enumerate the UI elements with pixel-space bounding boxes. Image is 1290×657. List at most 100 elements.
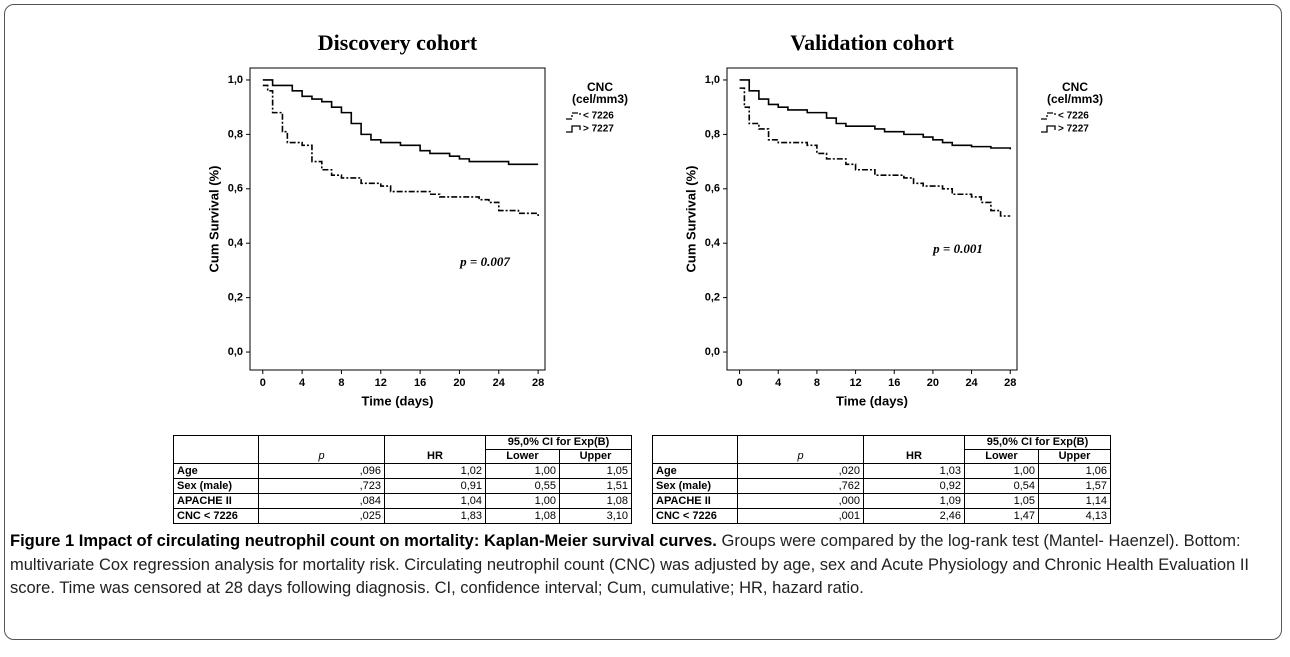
legend-swatch — [566, 125, 581, 133]
chart-title: Validation cohort — [790, 30, 954, 55]
x-tick-label: 0 — [737, 377, 743, 389]
header-cell: p — [737, 435, 864, 464]
table-row: APACHE II ,000 1,09 1,05 1,14 — [652, 493, 1111, 509]
caption: Figure 1 Impact of circulating neutrophi… — [10, 530, 1272, 601]
y-axis-label: Cum Survival (%) — [683, 166, 698, 273]
legend-label: > 7227 — [583, 124, 614, 135]
chart-title: Discovery cohort — [318, 30, 478, 55]
table-cell: ,020 — [737, 463, 864, 479]
legend-swatch — [1041, 112, 1056, 120]
row-label: APACHE II — [652, 493, 738, 509]
table-row: Age ,096 1,02 1,00 1,05 — [173, 463, 632, 479]
header-cell: Upper — [559, 449, 632, 464]
table-cell: 1,06 — [1038, 463, 1111, 479]
header-cell: Lower — [485, 449, 560, 464]
y-tick-label: 0,6 — [228, 183, 243, 195]
table-cell: 1,14 — [1038, 493, 1111, 509]
table-cell: ,000 — [737, 493, 864, 509]
table-cell: ,084 — [258, 493, 385, 509]
x-axis-label: Time (days) — [836, 393, 908, 408]
x-tick-label: 8 — [814, 377, 820, 389]
survival-curve — [262, 84, 539, 217]
table-cell: 1,83 — [384, 508, 486, 524]
legend-title: (cel/mm3) — [1047, 92, 1103, 106]
table-cell: 1,09 — [863, 493, 965, 509]
table-cell: 1,02 — [384, 463, 486, 479]
table-cell: 1,05 — [559, 463, 632, 479]
table-cell: 1,47 — [964, 508, 1039, 524]
caption-label: Figure 1 Impact of circulating neutrophi… — [10, 532, 717, 550]
row-label: Age — [652, 463, 738, 479]
table-row: Age ,020 1,03 1,00 1,06 — [652, 463, 1111, 479]
table-cell: 1,00 — [964, 463, 1039, 479]
x-tick-label: 0 — [260, 377, 266, 389]
table-cell: ,762 — [737, 478, 864, 494]
row-label: Sex (male) — [652, 478, 738, 494]
header-cell: HR — [384, 435, 486, 464]
table-cell: 1,00 — [485, 493, 560, 509]
y-axis-label: Cum Survival (%) — [206, 166, 221, 273]
table-row: CNC < 7226,001 2,46 1,47 4,13 — [652, 508, 1111, 524]
survival-curve — [739, 87, 1011, 217]
row-label: Age — [173, 463, 259, 479]
cox-table: p HR 95,0% CI for Exp(B) Lower Upper Age ,096 1… — [173, 435, 632, 524]
table-row: Sex (male) ,723 0,91 0,55 1,51 — [173, 478, 632, 494]
legend-title: CNC — [587, 80, 613, 94]
y-tick-label: 0,4 — [228, 237, 244, 249]
survival-curve — [739, 79, 1012, 150]
y-tick-label: 0,6 — [705, 183, 720, 195]
table-cell: 0,54 — [964, 478, 1039, 494]
header-group: 95,0% CI for Exp(B) — [485, 435, 632, 450]
annotation: p = 0.001 — [932, 241, 983, 256]
y-tick-label: 0,0 — [228, 346, 243, 358]
x-axis-label: Time (days) — [361, 393, 433, 408]
y-tick-label: 0,2 — [228, 292, 243, 304]
x-tick-label: 28 — [1004, 377, 1016, 389]
header-cell: p — [258, 435, 385, 464]
table-cell: 1,04 — [384, 493, 486, 509]
header-group: 95,0% CI for Exp(B) — [964, 435, 1111, 450]
row-label: APACHE II — [173, 493, 259, 509]
x-tick-label: 4 — [299, 377, 306, 389]
legend-swatch — [566, 112, 581, 120]
y-tick-label: 0,2 — [705, 292, 720, 304]
plot-frame — [726, 67, 1018, 371]
table-cell: ,025 — [258, 508, 385, 524]
x-tick-label: 4 — [775, 377, 782, 389]
header-row: p HR 95,0% CI for Exp(B) — [173, 435, 632, 464]
legend-title: (cel/mm3) — [572, 92, 628, 106]
table-cell: ,001 — [737, 508, 864, 524]
table-row: Sex (male) ,762 0,92 0,54 1,57 — [652, 478, 1111, 494]
legend-label: > 7227 — [1058, 124, 1089, 135]
x-tick-label: 20 — [927, 377, 939, 389]
y-tick-label: 1,0 — [705, 74, 720, 86]
x-tick-label: 24 — [965, 377, 978, 389]
y-tick-label: 0,0 — [705, 346, 720, 358]
table-cell: ,096 — [258, 463, 385, 479]
x-tick-label: 12 — [375, 377, 387, 389]
table-row: APACHE II ,084 1,04 1,00 1,08 — [173, 493, 632, 509]
table-cell: 4,13 — [1038, 508, 1111, 524]
header-row: Lower Upper — [174, 449, 632, 464]
row-label: CNC < 7226 — [652, 508, 738, 524]
table-cell: 1,03 — [863, 463, 965, 479]
header-row: Lower Upper — [653, 449, 1111, 464]
header-cell: Upper — [1038, 449, 1111, 464]
header-cell — [173, 435, 259, 464]
table-cell: 1,08 — [559, 493, 632, 509]
cox-table: p HR 95,0% CI for Exp(B) Lower Upper Age ,020 1… — [652, 435, 1111, 524]
table-cell: 1,05 — [964, 493, 1039, 509]
x-tick-label: 28 — [532, 377, 544, 389]
table-cell: 3,10 — [559, 508, 632, 524]
x-tick-label: 16 — [888, 377, 900, 389]
table-cell: 1,51 — [559, 478, 632, 494]
table-row: CNC < 7226,025 1,83 1,08 3,10 — [173, 508, 632, 524]
legend-label: < 7226 — [583, 111, 614, 122]
figure-border — [4, 4, 1282, 640]
legend-title: CNC — [1062, 80, 1088, 94]
y-tick-label: 0,8 — [228, 128, 243, 140]
table-cell: ,723 — [258, 478, 385, 494]
table-cell: 0,91 — [384, 478, 486, 494]
